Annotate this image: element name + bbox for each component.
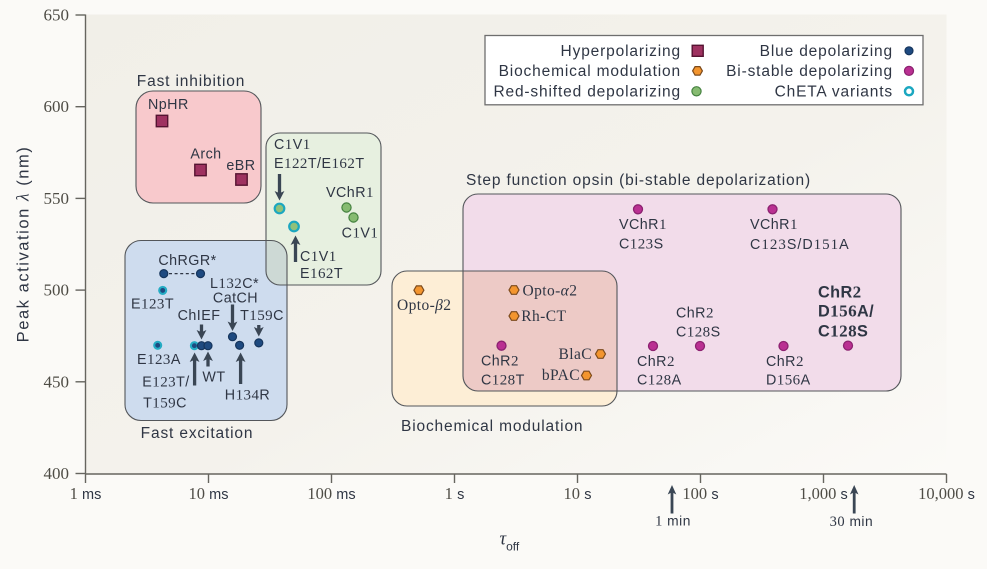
svg-text:eBR: eBR (226, 158, 255, 174)
svg-text:Arch: Arch (190, 147, 221, 163)
svg-text:C1V1: C1V1 (300, 249, 337, 265)
svg-text:30 min: 30 min (830, 514, 874, 530)
svg-text:500: 500 (44, 281, 70, 300)
svg-text:T159C: T159C (143, 396, 187, 412)
svg-text:1,000 s: 1,000 s (799, 484, 848, 503)
svg-text:10,000 s: 10,000 s (918, 484, 975, 503)
svg-text:BlaC: BlaC (559, 346, 592, 363)
svg-text:Opto-β2: Opto-β2 (397, 297, 451, 314)
svg-text:E123A: E123A (137, 352, 181, 368)
svg-text:ChETA variants: ChETA variants (775, 84, 893, 101)
svg-text:450: 450 (44, 372, 70, 391)
svg-text:E162T: E162T (300, 266, 343, 282)
svg-text:C1V1: C1V1 (342, 226, 379, 242)
svg-text:T159C: T159C (240, 308, 284, 324)
svg-text:VChR1: VChR1 (326, 185, 374, 201)
svg-text:C128S: C128S (676, 325, 721, 341)
svg-text:Biochemical modulation: Biochemical modulation (499, 63, 681, 80)
svg-text:100 ms: 100 ms (307, 484, 355, 503)
svg-text:Peak activation λ (nm): Peak activation λ (nm) (13, 146, 33, 343)
svg-text:bPAC: bPAC (542, 367, 580, 384)
svg-text:400: 400 (44, 464, 70, 483)
svg-text:Rh-CT: Rh-CT (521, 308, 566, 325)
svg-text:E123T: E123T (131, 297, 174, 313)
svg-text:WT: WT (202, 370, 225, 386)
svg-text:NpHR: NpHR (148, 97, 189, 113)
svg-text:ChR2: ChR2 (637, 354, 675, 370)
svg-text:550: 550 (44, 189, 70, 208)
svg-text:10 s: 10 s (564, 484, 592, 503)
svg-text:ChRGR*: ChRGR* (158, 253, 216, 269)
svg-text:Bi-stable depolarizing: Bi-stable depolarizing (726, 63, 893, 80)
svg-text:Biochemical modulation: Biochemical modulation (401, 418, 583, 435)
svg-text:C123S: C123S (619, 237, 664, 253)
svg-text:1 ms: 1 ms (70, 484, 102, 503)
svg-text:10 ms: 10 ms (188, 484, 228, 503)
svg-text:Blue depolarizing: Blue depolarizing (760, 43, 893, 60)
svg-text:CatCH: CatCH (213, 291, 258, 307)
svg-text:VChR1: VChR1 (750, 217, 798, 233)
svg-text:1 s: 1 s (445, 484, 465, 503)
svg-text:ChIEF: ChIEF (178, 308, 221, 324)
svg-text:650: 650 (44, 6, 70, 25)
svg-text:VChR1: VChR1 (619, 217, 667, 233)
svg-text:ChR2: ChR2 (818, 283, 862, 302)
svg-text:ChR2: ChR2 (676, 306, 714, 322)
svg-text:Opto-α2: Opto-α2 (523, 283, 578, 300)
svg-text:C123S/D151A: C123S/D151A (750, 237, 850, 253)
svg-text:Step function opsin (bi-stable: Step function opsin (bi-stable depolariz… (466, 172, 811, 189)
svg-text:Fast inhibition: Fast inhibition (137, 73, 245, 90)
svg-text:E122T/E162T: E122T/E162T (274, 156, 365, 172)
svg-text:C1V1: C1V1 (274, 137, 311, 153)
svg-text:E123T/: E123T/ (142, 375, 189, 391)
svg-text:C128T: C128T (481, 373, 525, 389)
svg-text:L132C*: L132C* (210, 276, 259, 292)
svg-text:C128S: C128S (818, 322, 868, 341)
svg-text:C128A: C128A (637, 373, 682, 389)
svg-text:Fast excitation: Fast excitation (141, 425, 254, 442)
svg-text:D156A/: D156A/ (818, 302, 874, 321)
svg-text:ChR2: ChR2 (481, 354, 519, 370)
svg-text:Hyperpolarizing: Hyperpolarizing (561, 43, 681, 60)
svg-text:Red-shifted depolarizing: Red-shifted depolarizing (493, 84, 681, 101)
svg-text:ChR2: ChR2 (766, 354, 804, 370)
svg-text:1 min: 1 min (655, 514, 691, 530)
svg-text:100 s: 100 s (682, 484, 718, 503)
svg-text:H134R: H134R (225, 388, 270, 404)
svg-text:D156A: D156A (766, 373, 811, 389)
svg-text:600: 600 (44, 97, 70, 116)
